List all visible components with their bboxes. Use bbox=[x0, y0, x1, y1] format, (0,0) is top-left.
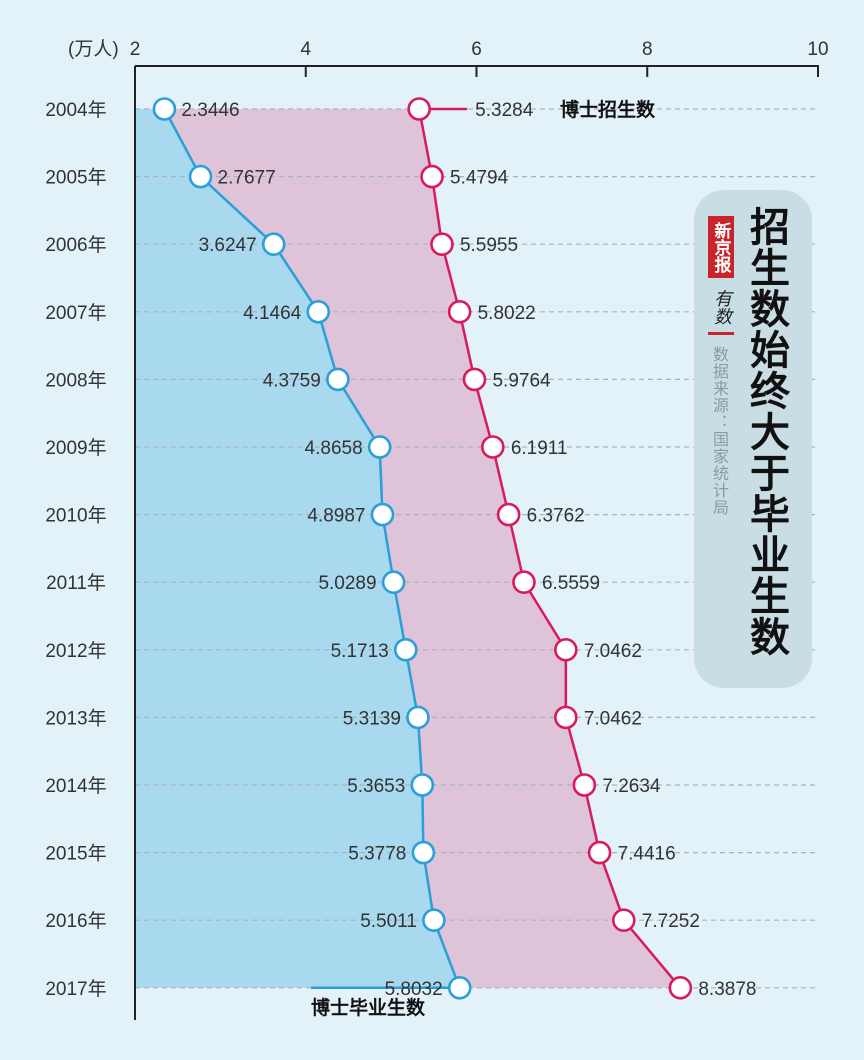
enrollment-value-label: 7.0462 bbox=[584, 708, 642, 729]
graduates-value-label: 5.0289 bbox=[318, 573, 376, 594]
enrollment-point bbox=[668, 975, 693, 1000]
year-label: 2008年 bbox=[45, 369, 106, 391]
year-label: 2014年 bbox=[45, 775, 106, 797]
graduates-value-label: 2.3446 bbox=[181, 100, 239, 121]
year-label: 2006年 bbox=[45, 234, 106, 256]
graduates-point bbox=[152, 97, 177, 121]
graduates-value-label: 2.7677 bbox=[218, 168, 276, 189]
enrollment-value-label: 7.2634 bbox=[602, 776, 661, 797]
enrollment-value-label: 5.8022 bbox=[478, 303, 536, 324]
graduates-point bbox=[411, 840, 436, 865]
enrollment-point bbox=[462, 367, 487, 392]
year-label: 2009年 bbox=[45, 437, 106, 459]
enrollment-point bbox=[430, 232, 454, 256]
graduates-value-label: 5.8032 bbox=[385, 979, 443, 1000]
enrollment-point bbox=[512, 570, 536, 595]
source-note: 数据来源：国家统计局 bbox=[710, 346, 727, 516]
brand-logo: 新京报 有数 bbox=[708, 216, 736, 335]
enrollment-point bbox=[554, 637, 578, 662]
graduates-value-label: 5.3139 bbox=[343, 708, 401, 729]
graduates-point bbox=[422, 908, 446, 933]
graduates-value-label: 5.3653 bbox=[347, 776, 405, 797]
graduates-point bbox=[261, 232, 286, 256]
x-tick-label: 6 bbox=[471, 39, 482, 60]
year-label: 2012年 bbox=[45, 640, 106, 662]
year-label: 2007年 bbox=[45, 302, 106, 324]
year-label: 2004年 bbox=[45, 99, 106, 121]
graduates-series-label: 博士毕业生数 bbox=[311, 996, 426, 1019]
chart-title: 招生数始终大于毕业生数 bbox=[744, 206, 788, 657]
enrollment-value-label: 5.5955 bbox=[460, 235, 518, 256]
enrollment-value-label: 5.3284 bbox=[475, 100, 534, 121]
logo-sub: 有数 bbox=[708, 282, 734, 335]
graduates-point bbox=[306, 299, 331, 324]
year-label: 2013年 bbox=[45, 707, 106, 729]
enrollment-point bbox=[407, 97, 431, 121]
graduates-value-label: 3.6247 bbox=[199, 235, 257, 256]
graduates-point bbox=[393, 637, 418, 662]
enrollment-value-label: 6.1911 bbox=[511, 438, 568, 459]
gap-area bbox=[164, 109, 681, 988]
enrollment-value-label: 6.3762 bbox=[527, 506, 585, 527]
enrollment-value-label: 6.5559 bbox=[542, 573, 600, 594]
enrollment-point bbox=[481, 435, 505, 459]
unit-label: (万人) bbox=[68, 38, 119, 60]
graduates-value-label: 5.3778 bbox=[348, 844, 406, 865]
year-label: 2010年 bbox=[45, 505, 106, 527]
enrollment-value-label: 7.7252 bbox=[642, 911, 700, 932]
x-tick-label: 4 bbox=[300, 39, 311, 60]
x-tick-label: 2 bbox=[130, 39, 141, 60]
graduates-value-label: 4.8987 bbox=[307, 506, 365, 527]
enrollment-value-label: 7.0462 bbox=[584, 641, 642, 662]
enrollment-point bbox=[420, 164, 444, 189]
graduates-value-label: 5.1713 bbox=[331, 641, 389, 662]
graduates-value-label: 5.5011 bbox=[360, 911, 417, 932]
graduates-value-label: 4.1464 bbox=[243, 303, 302, 324]
enrollment-point bbox=[611, 908, 636, 933]
graduates-value-label: 4.8658 bbox=[305, 438, 363, 459]
graduates-point bbox=[406, 705, 430, 730]
enrollment-value-label: 5.4794 bbox=[450, 168, 509, 189]
year-label: 2011年 bbox=[46, 572, 106, 594]
graduates-point bbox=[367, 435, 392, 459]
graduates-point bbox=[447, 975, 472, 1000]
enrollment-point bbox=[554, 705, 578, 730]
graduates-point bbox=[188, 164, 213, 189]
logo-mark: 新京报 bbox=[708, 216, 734, 278]
graduates-point bbox=[381, 570, 406, 595]
enrollment-point bbox=[447, 299, 472, 324]
x-tick-label: 8 bbox=[642, 39, 653, 60]
graduates-point bbox=[326, 367, 350, 392]
enrollment-point bbox=[572, 773, 597, 797]
enrollment-value-label: 7.4416 bbox=[618, 844, 676, 865]
graduates-point bbox=[370, 502, 395, 527]
graduates-point bbox=[410, 773, 435, 797]
year-label: 2017年 bbox=[45, 978, 106, 1000]
enrollment-point bbox=[496, 502, 521, 527]
graduates-area bbox=[135, 109, 460, 988]
year-label: 2016年 bbox=[45, 910, 106, 932]
year-label: 2005年 bbox=[45, 167, 106, 189]
enrollment-point bbox=[587, 840, 612, 865]
graduates-value-label: 4.3759 bbox=[263, 370, 321, 391]
enrollment-value-label: 8.3878 bbox=[698, 979, 756, 1000]
enrollment-series-label: 博士招生数 bbox=[560, 98, 656, 121]
year-label: 2015年 bbox=[45, 843, 106, 865]
x-tick-label: 10 bbox=[807, 39, 828, 60]
enrollment-value-label: 5.9764 bbox=[492, 370, 551, 391]
